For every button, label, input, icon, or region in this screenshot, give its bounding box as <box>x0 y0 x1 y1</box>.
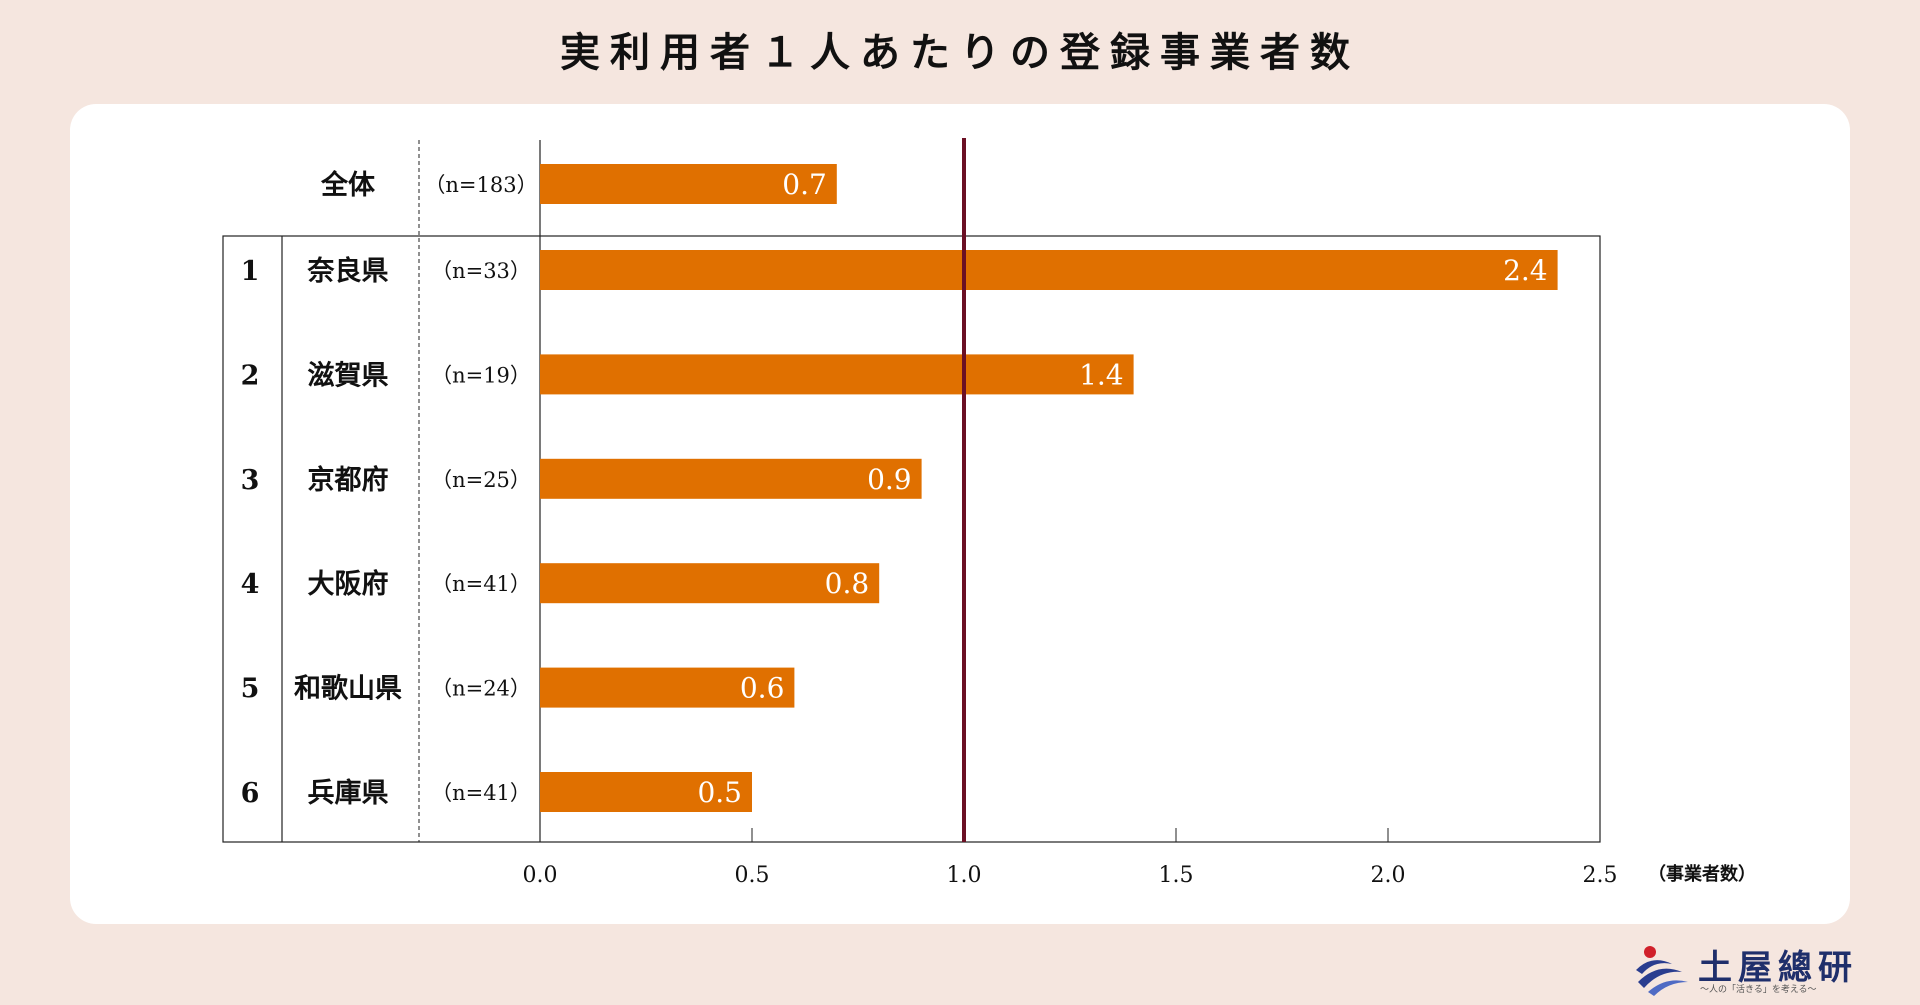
page-title: 実利用者１人あたりの登録事業者数 <box>560 29 1360 76</box>
x-axis-label: （事業者数） <box>1648 863 1756 885</box>
logo-tagline: 〜人の「活きる」を考える〜 <box>1700 985 1817 995</box>
rank-number: 1 <box>241 256 260 287</box>
bar <box>540 250 1558 290</box>
bar <box>540 354 1134 395</box>
prefecture-label: 兵庫県 <box>308 778 389 809</box>
sample-size-label: （n=41） <box>431 781 531 805</box>
prefecture-label: 滋賀県 <box>308 360 389 391</box>
bar-value-label: 0.8 <box>825 567 870 600</box>
x-tick-label: 2.0 <box>1371 863 1406 888</box>
bar <box>540 563 880 604</box>
bar-value-label: 0.7 <box>782 168 827 201</box>
x-tick-label: 1.5 <box>1159 863 1194 888</box>
overall-label: 全体 <box>320 169 376 201</box>
rank-number: 3 <box>241 465 260 496</box>
sample-size-label: （n=24） <box>431 677 531 701</box>
x-tick-label: 2.5 <box>1583 863 1618 888</box>
chart-card: 0.0 0.5 1.0 1.5 2.0 2.5 （事業者数） 0.7 全体 （n=183） 2.4 奈… <box>70 104 1850 924</box>
logo-name: 土屋總研 <box>1698 948 1858 988</box>
bar <box>540 772 752 812</box>
prefecture-label: 京都府 <box>308 464 389 496</box>
bar-chart: 0.0 0.5 1.0 1.5 2.0 2.5 （事業者数） 0.7 全体 （n=183） 2.4 奈… <box>222 138 1756 888</box>
rank-number: 6 <box>241 778 260 809</box>
ranking-frame <box>222 235 1601 843</box>
prefecture-label: 大阪府 <box>308 568 389 600</box>
bar-value-label: 0.9 <box>867 463 912 496</box>
sample-size-label: （n=41） <box>431 572 531 596</box>
x-tick-label: 0.5 <box>735 863 770 888</box>
sample-size-label: （n=183） <box>424 173 537 197</box>
rank-number: 5 <box>241 674 260 705</box>
overall-bar <box>540 164 837 204</box>
sample-size-label: （n=33） <box>431 259 531 283</box>
bar <box>540 458 922 499</box>
sample-size-label: （n=25） <box>431 468 531 492</box>
rank-number: 4 <box>241 569 260 600</box>
bar-value-label: 2.4 <box>1503 254 1548 287</box>
x-tick-label: 1.0 <box>947 863 982 888</box>
bar-value-label: 1.4 <box>1079 358 1124 391</box>
prefecture-label: 和歌山県 <box>294 674 402 705</box>
bar-value-label: 0.6 <box>740 672 785 705</box>
prefecture-label: 奈良県 <box>307 255 389 287</box>
logo-mark-icon <box>1636 946 1688 996</box>
x-tick-label: 0.0 <box>523 863 558 888</box>
brand-logo: 土屋總研 〜人の「活きる」を考える〜 <box>1632 940 1872 1000</box>
sample-size-label: （n=19） <box>431 363 531 387</box>
bar <box>540 667 795 708</box>
bar-value-label: 0.5 <box>697 776 742 809</box>
rank-number: 2 <box>241 360 260 391</box>
